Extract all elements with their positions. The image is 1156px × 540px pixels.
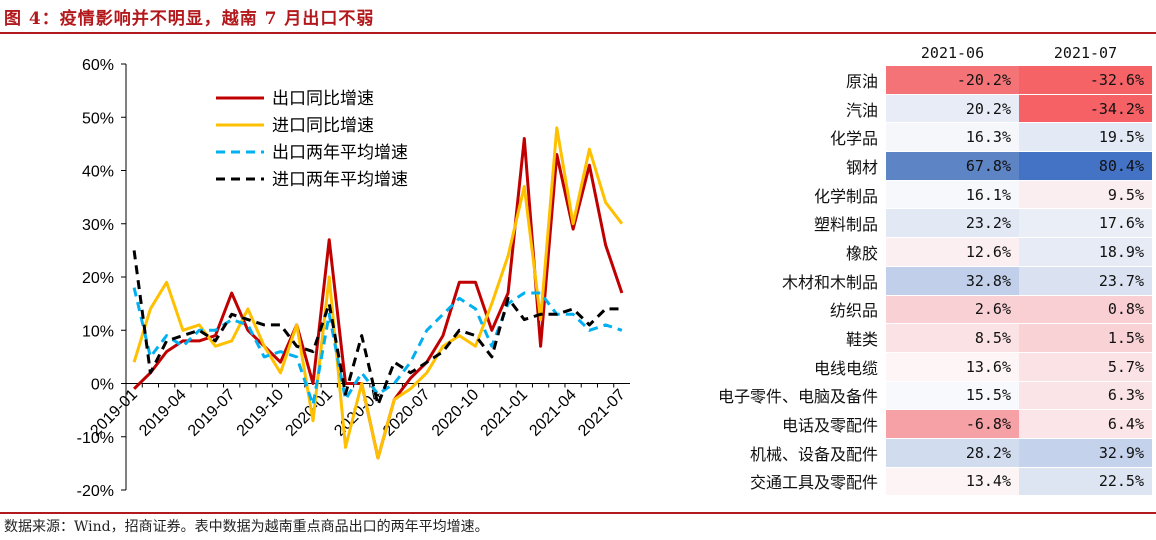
export-growth-table: 2021-06 2021-07 原油 -20.2% -32.6% 汽油 20.2% -34.… xyxy=(640,40,1152,497)
series-line xyxy=(132,287,623,407)
table-row: 电线电缆 13.6% 5.7% xyxy=(640,352,1152,382)
table-cell: 1.5% xyxy=(1019,323,1152,353)
source-divider xyxy=(0,512,1156,514)
title-divider xyxy=(0,32,1156,34)
table-cell: 2.6% xyxy=(886,295,1019,325)
source-note: 数据来源：Wind，招商证券。表中数据为越南重点商品出口的两年平均增速。 xyxy=(4,519,489,535)
table-column-header: 2021-07 xyxy=(1053,44,1118,62)
table-cell: 19.5% xyxy=(1019,122,1152,153)
table-cell: 23.2% xyxy=(886,208,1019,239)
table-row: 木材和木制品 32.8% 23.7% xyxy=(640,266,1152,296)
y-tick-label: -10% xyxy=(77,430,114,447)
table-row: 机械、设备及配件 28.2% 32.9% xyxy=(640,438,1152,468)
table-cell: 15.5% xyxy=(886,381,1019,411)
y-tick-label: -20% xyxy=(77,483,114,500)
table-row: 纺织品 2.6% 0.8% xyxy=(640,295,1152,325)
table-cell: 16.3% xyxy=(886,122,1019,153)
table-corner xyxy=(640,40,886,66)
series-layer xyxy=(132,126,624,460)
row-label: 电线电缆 xyxy=(813,358,878,378)
table-cell: 13.6% xyxy=(886,352,1019,382)
table-cell: 16.1% xyxy=(886,180,1019,210)
table-cell: 80.4% xyxy=(1019,151,1152,181)
x-tick-label: 2019-01 xyxy=(87,386,141,440)
row-label: 电子零件、电脑及备件 xyxy=(717,387,878,407)
table-row: 化学制品 16.1% 9.5% xyxy=(640,180,1152,210)
table-cell: -34.2% xyxy=(1019,94,1152,124)
line-chart: 60%50%40%30%20%10%0%-10%-20%2019-012019-… xyxy=(77,57,630,500)
legend-label: 出口两年平均增速 xyxy=(272,143,408,163)
figure-title: 图 4：疫情影响并不明显，越南 7 月出口不弱 xyxy=(4,9,375,29)
table-cell: 6.4% xyxy=(1019,409,1152,439)
table-cell: 13.4% xyxy=(886,467,1019,497)
table-cell: 0.8% xyxy=(1019,295,1152,325)
row-label: 化学制品 xyxy=(813,186,878,206)
row-label: 化学品 xyxy=(829,129,878,149)
table-cell: 32.8% xyxy=(886,266,1019,296)
table-cell: 22.5% xyxy=(1019,467,1152,497)
row-label: 电话及零配件 xyxy=(781,416,878,436)
table-cell: 28.2% xyxy=(886,438,1019,468)
row-label: 机械、设备及配件 xyxy=(749,444,878,464)
table-cell: 6.3% xyxy=(1019,381,1152,411)
x-tick-label: 2021-01 xyxy=(478,386,532,440)
y-tick-label: 10% xyxy=(82,323,114,340)
table-cell: 17.6% xyxy=(1019,208,1152,239)
table-cell: -6.8% xyxy=(886,409,1019,439)
table-row: 钢材 67.8% 80.4% xyxy=(640,151,1152,181)
table-row: 化学品 16.3% 19.5% xyxy=(640,122,1152,153)
x-tick-label: 2019-07 xyxy=(185,386,239,440)
row-label: 原油 xyxy=(845,72,878,92)
row-label: 木材和木制品 xyxy=(781,272,878,292)
table-cell: 32.9% xyxy=(1019,438,1152,468)
series-line xyxy=(132,250,622,407)
x-tick-label: 2021-04 xyxy=(526,386,580,440)
table-row: 原油 -20.2% -32.6% xyxy=(640,66,1152,95)
table-cell: 20.2% xyxy=(886,94,1019,124)
y-tick-label: 40% xyxy=(82,164,114,181)
table-row: 汽油 20.2% -34.2% xyxy=(640,94,1152,124)
table-row: 塑料制品 23.2% 17.6% xyxy=(640,208,1152,239)
table-row: 鞋类 8.5% 1.5% xyxy=(640,323,1152,353)
row-label: 鞋类 xyxy=(845,330,878,350)
row-label: 纺织品 xyxy=(829,301,878,321)
series-line xyxy=(132,126,624,460)
y-tick-label: 20% xyxy=(82,270,114,287)
table-cell: 12.6% xyxy=(886,237,1019,267)
legend-label: 出口同比增速 xyxy=(272,89,374,109)
table-cell: 5.7% xyxy=(1019,352,1152,382)
table-row: 电子零件、电脑及备件 15.5% 6.3% xyxy=(640,381,1152,411)
table-row: 电话及零配件 -6.8% 6.4% xyxy=(640,409,1152,439)
y-tick-label: 30% xyxy=(82,217,114,234)
y-tick-label: 50% xyxy=(82,110,114,127)
y-tick-label: 0% xyxy=(91,377,114,394)
row-label: 橡胶 xyxy=(845,243,878,263)
y-tick-label: 60% xyxy=(82,57,114,74)
table-cell: 18.9% xyxy=(1019,237,1152,267)
legend-label: 进口两年平均增速 xyxy=(272,170,408,190)
x-tick-label: 2020-07 xyxy=(380,386,434,440)
row-label: 汽油 xyxy=(845,100,878,120)
table-column-header: 2021-06 xyxy=(920,44,985,62)
table-cell: 8.5% xyxy=(886,323,1019,353)
table-row: 交通工具及零配件 13.4% 22.5% xyxy=(640,467,1152,497)
table-row: 橡胶 12.6% 18.9% xyxy=(640,237,1152,267)
table-cell: 67.8% xyxy=(886,151,1019,181)
table-cell: 9.5% xyxy=(1019,180,1152,210)
table-cell: -20.2% xyxy=(886,66,1019,95)
x-tick-label: 2020-10 xyxy=(429,386,483,440)
x-tick-label: 2019-10 xyxy=(234,386,288,440)
row-label: 交通工具及零配件 xyxy=(749,473,878,493)
x-tick-label: 2019-04 xyxy=(136,386,190,440)
legend-label: 进口同比增速 xyxy=(272,116,374,136)
table-cell: 23.7% xyxy=(1019,266,1152,296)
row-label: 塑料制品 xyxy=(813,215,878,235)
table-cell: -32.6% xyxy=(1019,66,1152,95)
row-label: 钢材 xyxy=(845,157,878,177)
x-tick-label: 2021-07 xyxy=(575,386,629,440)
